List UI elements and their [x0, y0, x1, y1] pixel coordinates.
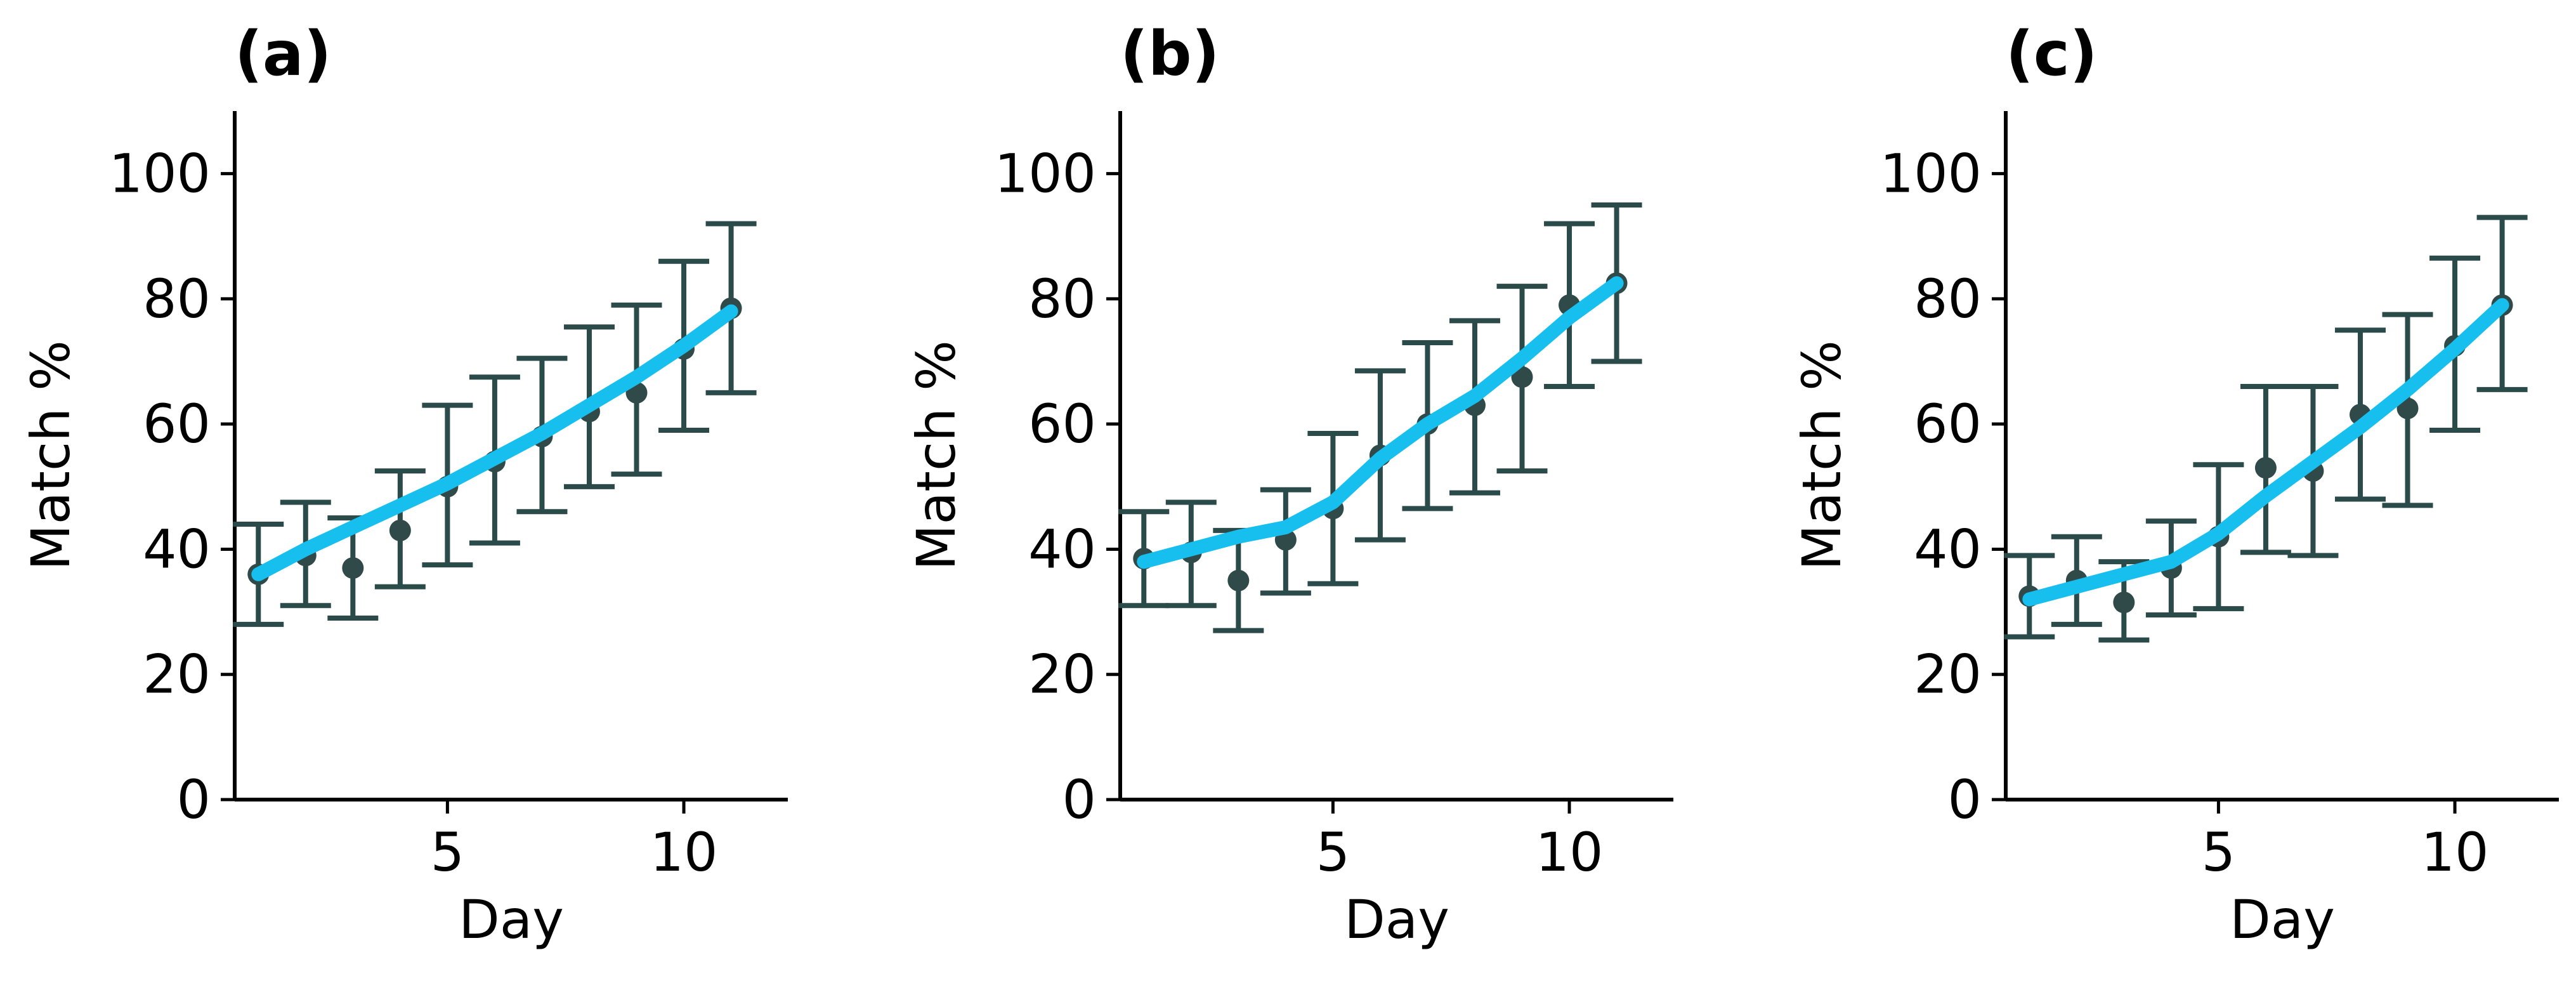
x-axis-label: Day	[459, 888, 564, 951]
y-tick-label: 20	[143, 643, 211, 706]
x-tick-label: 5	[2202, 821, 2235, 883]
data-point	[1511, 366, 1533, 388]
y-tick-label: 80	[1914, 268, 1982, 330]
panel-a: (a) Match % Day 0 20 40 60 80 100 5 10	[20, 18, 788, 951]
y-tick-label: 80	[143, 268, 211, 330]
y-tick-label: 40	[143, 518, 211, 580]
y-tick-label: 40	[1914, 518, 1982, 580]
y-tick-label: 60	[143, 393, 211, 455]
data-point	[342, 557, 364, 579]
y-tick-label: 0	[177, 769, 211, 831]
y-tick-label: 100	[109, 143, 211, 205]
data-point	[2396, 397, 2419, 419]
y-tick-label: 40	[1028, 518, 1096, 580]
trend-line	[2022, 298, 2509, 607]
y-tick-label: 80	[1028, 268, 1096, 330]
y-tick-label: 20	[1028, 643, 1096, 706]
x-tick-label: 10	[1536, 821, 1604, 883]
y-tick-label: 20	[1914, 643, 1982, 706]
trend-line	[1137, 276, 1624, 569]
x-tick-label: 5	[1316, 821, 1350, 883]
y-tick-label: 60	[1028, 393, 1096, 455]
x-tick-label: 5	[431, 821, 464, 883]
y-axis-label: Match %	[905, 340, 967, 571]
y-tick-label: 60	[1914, 393, 1982, 455]
x-axis-label: Day	[2230, 888, 2335, 951]
panel-title: (a)	[235, 18, 332, 89]
x-axis-label: Day	[1344, 888, 1449, 951]
data-point	[2113, 591, 2135, 614]
y-tick-label: 100	[995, 143, 1096, 205]
data-point	[2254, 457, 2277, 479]
panel-title: (b)	[1120, 18, 1219, 89]
y-axis-label: Match %	[20, 340, 82, 571]
y-tick-label: 0	[1062, 769, 1096, 831]
y-tick-label: 0	[1948, 769, 1982, 831]
data-point	[1227, 569, 1250, 591]
trend-line	[251, 304, 738, 581]
data-point	[389, 519, 411, 541]
panel-c: (c) Match % Day 0 20 40 60 80 100 5 10	[1791, 18, 2559, 951]
y-axis-label: Match %	[1791, 340, 1853, 571]
y-tick-label: 100	[1880, 143, 1982, 205]
x-tick-label: 10	[650, 821, 718, 883]
panel-title: (c)	[2006, 18, 2098, 89]
x-tick-label: 10	[2421, 821, 2489, 883]
panel-b: (b) Match % Day 0 20 40 60 80 100 5 10	[905, 18, 1673, 951]
